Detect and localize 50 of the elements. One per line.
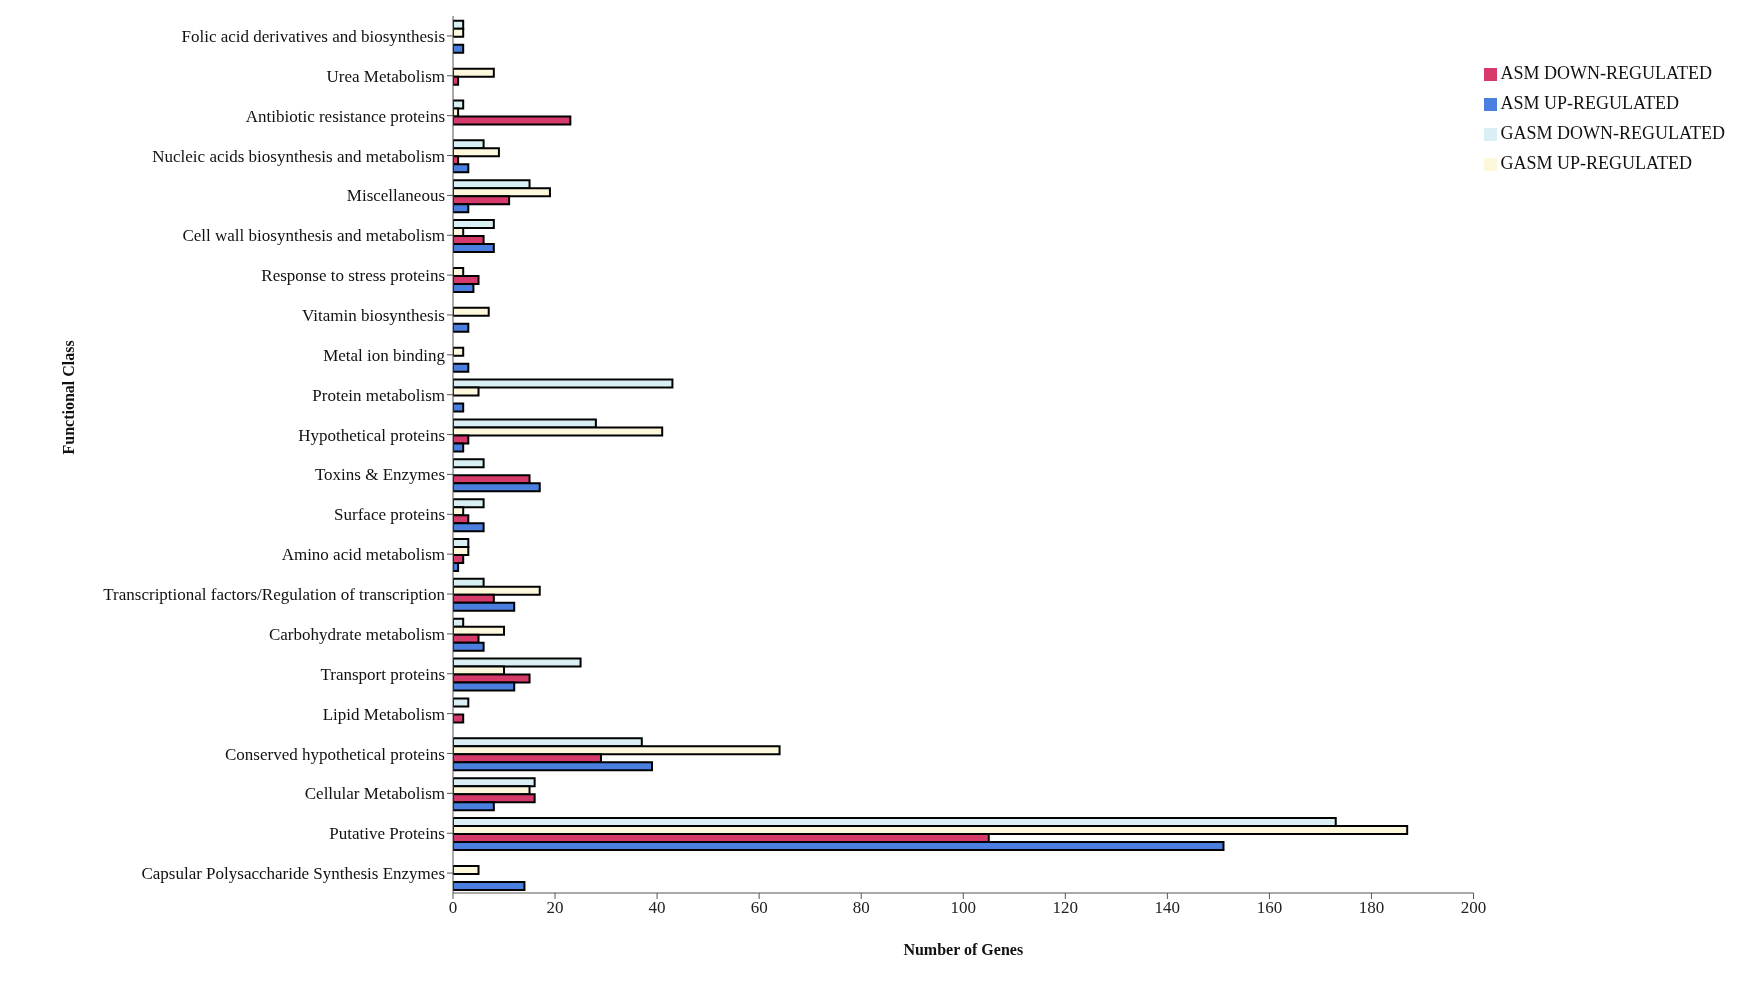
y-tick-label: Capsular Polysaccharide Synthesis Enzymes	[141, 864, 445, 884]
x-tick-label: 40	[648, 898, 666, 918]
legend-label: GASM UP-REGULATED	[1500, 153, 1693, 173]
y-tick-label: Folic acid derivatives and biosynthesis	[181, 26, 445, 46]
x-tick-label: 200	[1460, 898, 1487, 918]
x-tick-label: 160	[1256, 898, 1283, 918]
y-tick-label: Nucleic acids biosynthesis and metabolism	[152, 146, 445, 166]
y-tick-label: Carbohydrate metabolism	[268, 624, 445, 644]
y-tick-label: Hypothetical proteins	[298, 425, 445, 445]
x-tick-label: 100	[950, 898, 977, 918]
legend-label: ASM DOWN-REGULATED	[1500, 63, 1712, 83]
y-axis-title: Functional Class	[59, 340, 77, 455]
x-tick-label: 180	[1358, 898, 1385, 918]
y-tick-label: Surface proteins	[334, 505, 445, 525]
y-tick-label: Transcriptional factors/Regulation of transcription	[103, 585, 446, 605]
y-tick-label: Putative Proteins	[329, 824, 445, 844]
bar	[453, 306, 490, 317]
x-tick-label: 140	[1154, 898, 1181, 918]
x-tick-label: 80	[852, 898, 870, 918]
x-tick-label: 60	[750, 898, 768, 918]
y-tick-label: Amino acid metabolism	[281, 545, 445, 565]
bar	[453, 713, 465, 724]
legend-label: GASM DOWN-REGULATED	[1500, 123, 1725, 143]
bar	[453, 43, 465, 54]
y-tick-label: Toxins & Enzymes	[314, 465, 445, 485]
x-tick-label: 20	[546, 898, 564, 918]
bar	[453, 697, 470, 708]
legend-label: ASM UP-REGULATED	[1500, 93, 1680, 113]
x-tick-label: 120	[1052, 898, 1079, 918]
y-tick-label: Protein metabolism	[312, 385, 445, 405]
bar	[453, 362, 470, 373]
y-tick-label: Antibiotic resistance proteins	[245, 106, 445, 126]
y-tick-label: Lipid Metabolism	[322, 704, 445, 724]
y-tick-label: Transport proteins	[320, 664, 445, 684]
bar	[453, 322, 470, 333]
y-tick-label: Urea Metabolism	[326, 66, 445, 86]
y-tick-label: Cell wall biosynthesis and metabolism	[182, 226, 445, 246]
y-tick-label: Response to stress proteins	[261, 266, 445, 286]
x-axis-title: Number of Genes	[903, 941, 1024, 958]
y-tick-label: Miscellaneous	[346, 186, 445, 206]
bar	[453, 880, 526, 891]
y-tick-label: Vitamin biosynthesis	[301, 306, 445, 326]
bar	[453, 346, 465, 357]
bar	[453, 402, 465, 413]
x-tick-label: 0	[448, 898, 458, 918]
y-tick-label: Conserved hypothetical proteins	[224, 744, 445, 764]
bar	[453, 864, 480, 875]
y-tick-label: Metal ion binding	[323, 345, 446, 365]
bar	[453, 458, 485, 469]
y-tick-label: Cellular Metabolism	[304, 784, 445, 804]
